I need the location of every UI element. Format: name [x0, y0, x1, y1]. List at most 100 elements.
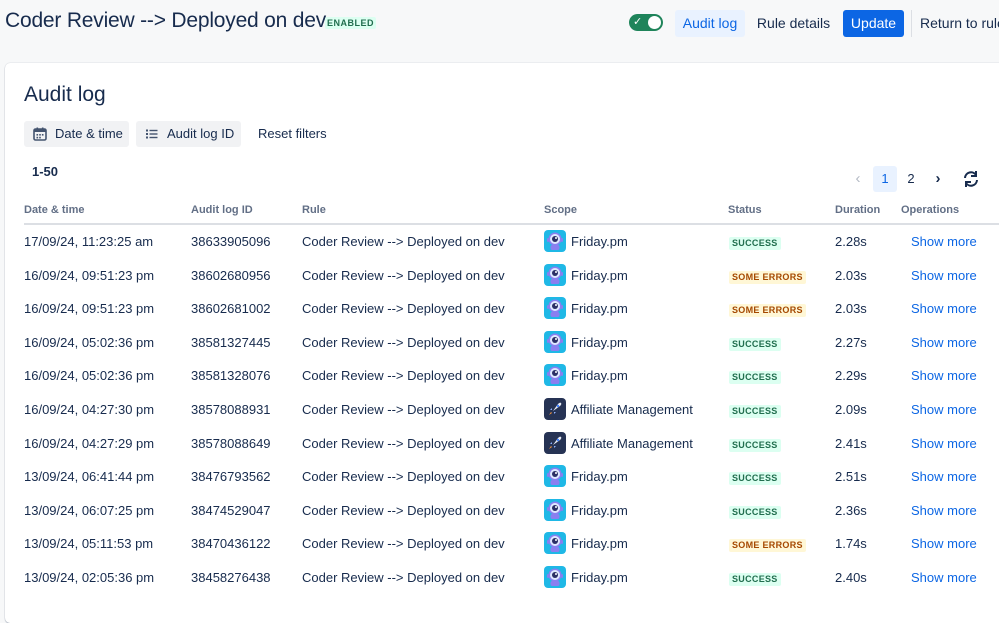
status-badge: SUCCESS [729, 337, 781, 351]
row-scope: Friday.pm [571, 502, 628, 518]
robot-icon [544, 566, 566, 588]
row-rule: Coder Review --> Deployed on dev [302, 234, 505, 249]
row-rule: Coder Review --> Deployed on dev [302, 334, 505, 350]
row-scope: Friday.pm [571, 301, 628, 317]
column-header-duration[interactable]: Duration [835, 204, 881, 216]
row-audit-id: 38578088649 [191, 435, 271, 451]
row-audit-id: 38458276438 [191, 570, 271, 585]
column-header-date[interactable]: Date & time [24, 204, 85, 216]
status-badge: SUCCESS [729, 438, 781, 452]
status-badge: SUCCESS [729, 237, 781, 250]
row-scope: Affiliate Management [571, 402, 693, 417]
row-rule: Coder Review --> Deployed on dev [302, 469, 505, 485]
row-date: 16/09/24, 04:27:30 pm [24, 402, 155, 417]
row-rule: Coder Review --> Deployed on dev [302, 402, 505, 417]
status-badge: SOME ERRORS [729, 270, 806, 284]
table-row: 16/09/24, 09:51:23 pm 38602680956 Coder … [5, 259, 999, 292]
reset-filters-button[interactable]: Reset filters [258, 126, 327, 141]
row-duration: 2.29s [835, 368, 867, 384]
calendar-icon [33, 127, 47, 141]
row-date: 16/09/24, 05:02:36 pm [24, 368, 155, 384]
robot-icon [544, 498, 566, 521]
show-more-link[interactable]: Show more [911, 402, 977, 417]
audit-log-id-filter-label: Audit log ID [167, 126, 235, 141]
page-button-2[interactable]: 2 [907, 171, 915, 186]
audit-log-button[interactable]: Audit log [675, 10, 745, 37]
table-row: 16/09/24, 04:27:30 pm 38578088931 Coder … [5, 393, 999, 426]
row-date: 13/09/24, 02:05:36 pm [24, 570, 155, 585]
rule-details-button[interactable]: Rule details [756, 15, 831, 31]
row-date: 16/09/24, 05:02:36 pm [24, 334, 155, 350]
column-header-status[interactable]: Status [728, 204, 762, 216]
table-row: 16/09/24, 04:27:29 pm 38578088649 Coder … [5, 427, 999, 460]
status-badge: SUCCESS [729, 405, 781, 418]
row-duration: 2.41s [835, 435, 867, 451]
table-header-divider [24, 223, 999, 225]
refresh-icon[interactable] [961, 169, 981, 189]
rule-enabled-toggle[interactable]: ✓ [629, 14, 663, 31]
row-scope: Friday.pm [571, 469, 628, 485]
column-header-id[interactable]: Audit log ID [191, 204, 253, 216]
header-divider [911, 10, 912, 37]
row-audit-id: 38474529047 [191, 502, 271, 518]
show-more-link[interactable]: Show more [911, 334, 977, 350]
row-scope: Affiliate Management [571, 435, 693, 451]
table-row: 13/09/24, 02:05:36 pm 38458276438 Coder … [5, 561, 999, 594]
toggle-knob [648, 16, 661, 29]
show-more-link[interactable]: Show more [911, 301, 977, 317]
row-audit-id: 38602681002 [191, 301, 271, 317]
row-rule: Coder Review --> Deployed on dev [302, 502, 505, 518]
row-scope: Friday.pm [571, 334, 628, 350]
status-badge: SUCCESS [729, 505, 781, 519]
update-button[interactable]: Update [843, 10, 904, 37]
robot-icon [544, 330, 566, 353]
row-duration: 2.27s [835, 334, 867, 350]
row-scope: Friday.pm [571, 368, 628, 384]
return-to-rules-button[interactable]: Return to rules [920, 15, 999, 31]
column-header-operations: Operations [901, 204, 960, 216]
row-audit-id: 38578088931 [191, 402, 271, 417]
row-rule: Coder Review --> Deployed on dev [302, 267, 505, 283]
row-date: 16/09/24, 04:27:29 pm [24, 435, 155, 451]
row-rule: Coder Review --> Deployed on dev [302, 536, 505, 552]
show-more-link[interactable]: Show more [911, 502, 977, 518]
row-duration: 1.74s [835, 536, 867, 552]
row-audit-id: 38602680956 [191, 267, 271, 283]
row-scope: Friday.pm [571, 267, 628, 283]
audit-log-card: Audit log Date & time Audit log ID Reset… [5, 63, 999, 623]
page-button-1[interactable]: 1 [873, 166, 897, 192]
row-duration: 2.28s [835, 234, 867, 249]
show-more-link[interactable]: Show more [911, 469, 977, 485]
status-badge: SOME ERRORS [729, 539, 806, 553]
page-title: Coder Review --> Deployed on dev [5, 9, 327, 32]
column-header-scope[interactable]: Scope [544, 204, 578, 216]
table-row: 16/09/24, 05:02:36 pm 38581327445 Coder … [5, 326, 999, 359]
table-row: 17/09/24, 11:23:25 am 38633905096 Coder … [5, 225, 999, 258]
show-more-link[interactable]: Show more [911, 536, 977, 552]
chevron-right-icon[interactable]: › [935, 170, 941, 187]
audit-log-id-filter-button[interactable]: Audit log ID [136, 121, 241, 147]
header-bar: Coder Review --> Deployed on dev ENABLED… [0, 0, 999, 46]
row-scope: Friday.pm [571, 570, 628, 585]
audit-log-title: Audit log [24, 83, 106, 106]
show-more-link[interactable]: Show more [911, 368, 977, 384]
row-date: 13/09/24, 06:41:44 pm [24, 469, 155, 485]
row-rule: Coder Review --> Deployed on dev [302, 570, 505, 585]
show-more-link[interactable]: Show more [911, 234, 977, 249]
show-more-link[interactable]: Show more [911, 435, 977, 451]
date-time-filter-button[interactable]: Date & time [24, 121, 129, 147]
table-row: 13/09/24, 06:41:44 pm 38476793562 Coder … [5, 460, 999, 493]
row-duration: 2.36s [835, 502, 867, 518]
row-audit-id: 38476793562 [191, 469, 271, 485]
status-badge: SUCCESS [729, 371, 781, 385]
row-date: 16/09/24, 09:51:23 pm [24, 267, 155, 283]
table-row: 16/09/24, 09:51:23 pm 38602681002 Coder … [5, 292, 999, 325]
show-more-link[interactable]: Show more [911, 267, 977, 283]
column-header-rule[interactable]: Rule [302, 204, 326, 216]
show-more-link[interactable]: Show more [911, 570, 977, 585]
check-icon: ✓ [633, 16, 643, 28]
row-duration: 2.03s [835, 301, 867, 317]
chevron-left-icon[interactable]: ‹ [855, 170, 861, 187]
status-badge: SOME ERRORS [729, 304, 806, 318]
row-date: 13/09/24, 05:11:53 pm [24, 536, 154, 552]
